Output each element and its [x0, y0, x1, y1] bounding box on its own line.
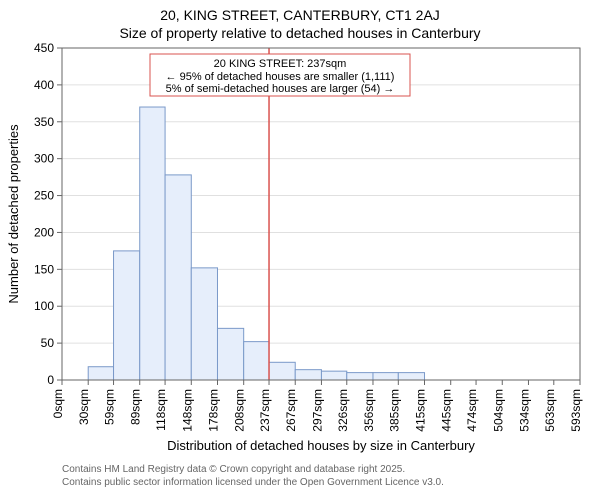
histogram-bar — [165, 175, 191, 380]
ytick-label: 450 — [34, 41, 54, 55]
xtick-label: 415sqm — [414, 389, 428, 432]
ytick-label: 250 — [34, 189, 54, 203]
chart-container: 0 50 100 150 200 250 300 350 400 450 0sqm 30sqm 59sq… — [0, 0, 600, 500]
annotation-line3: 5% of semi-detached houses are larger (5… — [166, 83, 395, 95]
histogram-bar — [244, 342, 269, 380]
histogram-bar — [269, 362, 295, 380]
xtick-label: 474sqm — [465, 389, 479, 432]
title-address: 20, KING STREET, CANTERBURY, CT1 2AJ — [160, 7, 440, 23]
ytick-label: 400 — [34, 78, 54, 92]
histogram-svg: 0 50 100 150 200 250 300 350 400 450 0sqm 30sqm 59sq… — [0, 0, 600, 500]
ytick-label: 0 — [47, 373, 54, 387]
xtick-label: 385sqm — [387, 389, 401, 432]
xtick-label: 445sqm — [440, 389, 454, 432]
annotation-line2: ← 95% of detached houses are smaller (1,… — [166, 71, 395, 83]
x-axis-label: Distribution of detached houses by size … — [167, 438, 475, 453]
y-axis-label: Number of detached properties — [6, 124, 21, 304]
xtick-label: 118sqm — [154, 389, 168, 431]
xtick-label: 297sqm — [310, 389, 324, 432]
xtick-label: 59sqm — [103, 389, 117, 425]
xtick-label: 148sqm — [180, 389, 194, 432]
xtick-label: 326sqm — [336, 389, 350, 432]
xtick-label: 237sqm — [258, 389, 272, 432]
ytick-label: 150 — [34, 262, 54, 276]
footer-line1: Contains HM Land Registry data © Crown c… — [62, 464, 405, 475]
xtick-label: 534sqm — [517, 389, 531, 432]
histogram-bar — [114, 251, 140, 380]
title-subtitle: Size of property relative to detached ho… — [119, 25, 480, 41]
xtick-label: 0sqm — [51, 389, 65, 418]
xtick-label: 208sqm — [233, 389, 247, 432]
histogram-bar — [295, 370, 321, 380]
histogram-bar — [347, 373, 373, 380]
xtick-label: 30sqm — [77, 389, 91, 425]
histogram-bar — [398, 373, 424, 380]
xtick-label: 504sqm — [491, 389, 505, 432]
histogram-bar — [217, 328, 243, 380]
ytick-label: 350 — [34, 115, 54, 129]
xtick-label: 178sqm — [206, 389, 220, 432]
xtick-label: 267sqm — [284, 389, 298, 432]
annotation-line1: 20 KING STREET: 237sqm — [214, 58, 347, 70]
ytick-label: 300 — [34, 152, 54, 166]
ytick-label: 200 — [34, 225, 54, 239]
histogram-bar — [191, 268, 217, 380]
xtick-label: 563sqm — [543, 389, 557, 432]
histogram-bar — [373, 373, 398, 380]
xtick-label: 593sqm — [569, 389, 583, 432]
xtick-label: 89sqm — [129, 389, 143, 425]
histogram-bar — [140, 107, 165, 380]
xtick-label: 356sqm — [362, 389, 376, 432]
footer-line2: Contains public sector information licen… — [62, 477, 444, 488]
ytick-label: 50 — [41, 336, 55, 350]
histogram-bar — [321, 371, 346, 380]
histogram-bar — [88, 367, 113, 380]
ytick-label: 100 — [34, 299, 54, 313]
